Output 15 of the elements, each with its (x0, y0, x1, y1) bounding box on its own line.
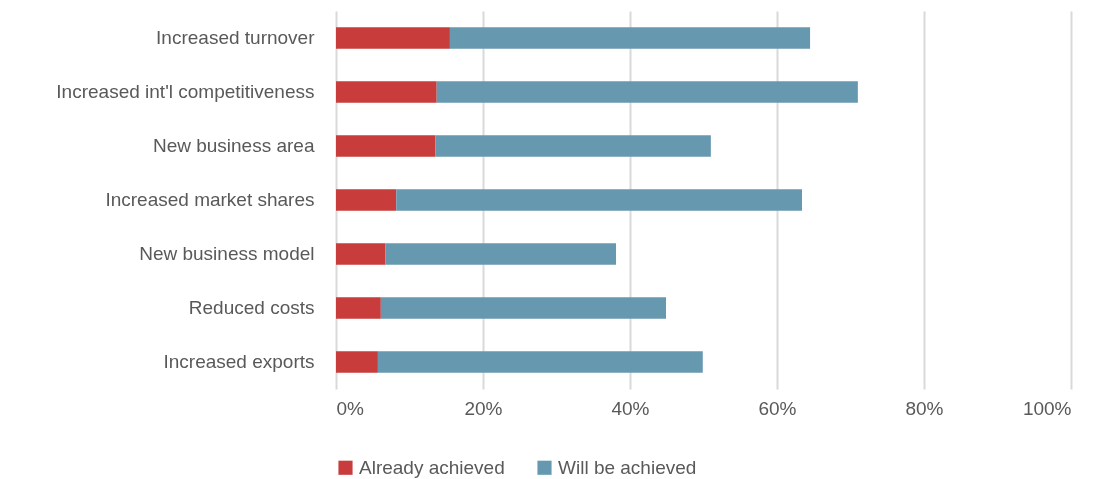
y-tick-label: New business area (152, 135, 315, 156)
x-tick-label: 80% (905, 397, 944, 419)
x-tick-label: 20% (464, 397, 503, 419)
x-tick-label: 0% (336, 397, 365, 419)
legend-label: Will be achieved (558, 456, 697, 478)
y-tick-label: Increased turnover (156, 27, 316, 48)
y-tick-label: Increased int'l competitiveness (56, 81, 315, 102)
x-tick-label: 100% (1022, 397, 1072, 419)
legend-label: Already achieved (359, 456, 505, 478)
y-tick-label: Increased exports (163, 351, 315, 372)
y-tick-label: Reduced costs (188, 297, 315, 318)
x-tick-label: 40% (611, 397, 650, 419)
y-tick-label: New business model (139, 243, 315, 264)
y-tick-label: Increased market shares (105, 189, 315, 210)
x-tick-label: 60% (758, 397, 797, 419)
